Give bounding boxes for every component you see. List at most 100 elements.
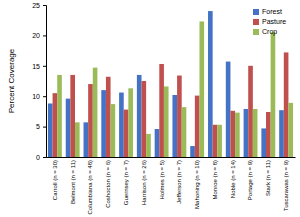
x-tick-label: Carroll (n = 30) xyxy=(52,160,58,200)
bar xyxy=(182,107,187,157)
x-tick-label: Tuscarawas (n = 9) xyxy=(283,160,289,211)
x-tick: Columbiana (n = 48) xyxy=(87,157,93,215)
y-axis-line xyxy=(43,6,47,158)
x-tick: Stark (n = 11) xyxy=(265,157,271,196)
y-tick-label: 15 xyxy=(32,63,40,70)
series xyxy=(48,11,284,157)
x-tick-label: Monroe (n = 8) xyxy=(212,160,218,200)
bar xyxy=(284,52,289,157)
x-tick-label: Harrison (n = 26) xyxy=(141,160,147,205)
x-tick-label: Columbiana (n = 48) xyxy=(87,160,93,215)
x-tick-label: Belmont (n = 11) xyxy=(70,160,76,204)
bar xyxy=(101,90,106,157)
y-tick-label: 10 xyxy=(32,93,40,100)
x-tick-label: Portage (n = 9) xyxy=(247,160,253,200)
x-tick: Carroll (n = 30) xyxy=(52,157,58,200)
bar xyxy=(195,96,200,157)
x-tick: Coshocton (n = 6) xyxy=(105,157,111,208)
bar xyxy=(159,64,164,157)
y-tick-label: 20 xyxy=(32,32,40,39)
y-axis: 0 5 10 15 20 25 xyxy=(32,2,46,161)
bar xyxy=(177,76,182,157)
y-tick-label: 25 xyxy=(32,2,40,9)
bar xyxy=(208,11,213,157)
bars xyxy=(48,11,293,157)
x-tick: Noble (n = 14) xyxy=(230,157,236,198)
x-tick: Harrison (n = 26) xyxy=(141,157,147,205)
y-tick: 0 xyxy=(36,154,46,161)
bar xyxy=(230,111,235,157)
chart: 0 5 10 15 20 25 Carroll (n = 30) Belmont (n = 1… xyxy=(0,0,300,217)
series xyxy=(53,52,289,157)
legend-item: Crop xyxy=(253,28,277,36)
x-axis: Carroll (n = 30) Belmont (n = 11) Columbia… xyxy=(47,157,296,215)
y-tick-mark xyxy=(43,127,46,128)
bar xyxy=(53,93,58,157)
y-tick: 20 xyxy=(32,32,46,39)
x-tick: Holmes (n = 5) xyxy=(159,157,165,200)
x-tick-label: Holmes (n = 5) xyxy=(159,160,165,200)
bar xyxy=(93,68,98,157)
bar xyxy=(106,77,111,157)
legend-swatch xyxy=(253,29,259,35)
bar xyxy=(266,112,271,157)
plot: 0 5 10 15 20 25 Carroll (n = 30) Belmont (n = 1… xyxy=(32,2,295,215)
bar xyxy=(244,109,249,157)
x-tick-label: Stark (n = 11) xyxy=(265,160,271,196)
bar xyxy=(48,103,53,157)
legend-swatch xyxy=(253,9,259,15)
y-tick-mark xyxy=(43,66,46,67)
y-tick: 15 xyxy=(32,63,46,70)
bar xyxy=(279,110,284,157)
x-tick-label: Mahoning (n = 10) xyxy=(194,160,200,209)
bar xyxy=(213,125,218,157)
y-tick-label: 0 xyxy=(36,154,40,161)
x-tick-label: Guernsey (n = 7) xyxy=(123,160,129,205)
bar xyxy=(253,109,258,157)
bar xyxy=(226,62,231,157)
x-tick: Mahoning (n = 10) xyxy=(194,157,200,209)
y-tick: 25 xyxy=(32,2,46,9)
bar xyxy=(155,129,160,157)
bar xyxy=(70,75,75,157)
series xyxy=(57,21,293,157)
bar xyxy=(128,88,133,157)
y-tick-mark xyxy=(43,96,46,97)
x-tick: Guernsey (n = 7) xyxy=(123,157,129,205)
bar xyxy=(190,146,195,157)
x-tick-label: Noble (n = 14) xyxy=(230,160,236,198)
bar xyxy=(88,84,93,157)
bar xyxy=(164,86,169,157)
bar xyxy=(119,93,124,157)
bar xyxy=(288,103,293,157)
bar xyxy=(271,32,276,157)
bar xyxy=(142,81,147,157)
y-tick-mark xyxy=(43,35,46,36)
y-tick-mark xyxy=(43,5,46,6)
y-tick: 10 xyxy=(32,93,46,100)
bar xyxy=(235,113,240,157)
y-tick-mark xyxy=(43,157,46,158)
x-tick-label: Coshocton (n = 6) xyxy=(105,160,111,208)
bar xyxy=(217,125,222,157)
x-tick-label: Jefferson (n = 7) xyxy=(176,160,182,204)
bar xyxy=(111,104,116,157)
legend-label: Forest xyxy=(262,8,282,15)
legend-label: Pasture xyxy=(262,18,286,25)
bar xyxy=(261,128,266,157)
bar xyxy=(248,66,253,157)
x-tick: Jefferson (n = 7) xyxy=(176,157,182,204)
bar xyxy=(146,134,151,157)
y-tick-label: 5 xyxy=(36,123,40,130)
legend-item: Pasture xyxy=(253,18,286,25)
x-tick: Belmont (n = 11) xyxy=(70,157,76,204)
legend-item: Forest xyxy=(253,8,282,15)
legend-swatch xyxy=(253,19,259,25)
legend-label: Crop xyxy=(262,28,277,36)
bar xyxy=(84,122,89,157)
bar xyxy=(75,122,80,157)
y-axis-title: Percent Coverage xyxy=(7,48,16,113)
x-tick: Monroe (n = 8) xyxy=(212,157,218,200)
bar xyxy=(137,75,142,157)
x-axis-line xyxy=(47,157,296,158)
